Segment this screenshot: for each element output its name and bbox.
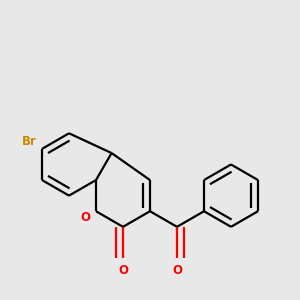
Text: O: O (81, 211, 91, 224)
Text: O: O (172, 263, 182, 277)
Text: O: O (118, 263, 128, 277)
Text: Br: Br (21, 135, 36, 148)
